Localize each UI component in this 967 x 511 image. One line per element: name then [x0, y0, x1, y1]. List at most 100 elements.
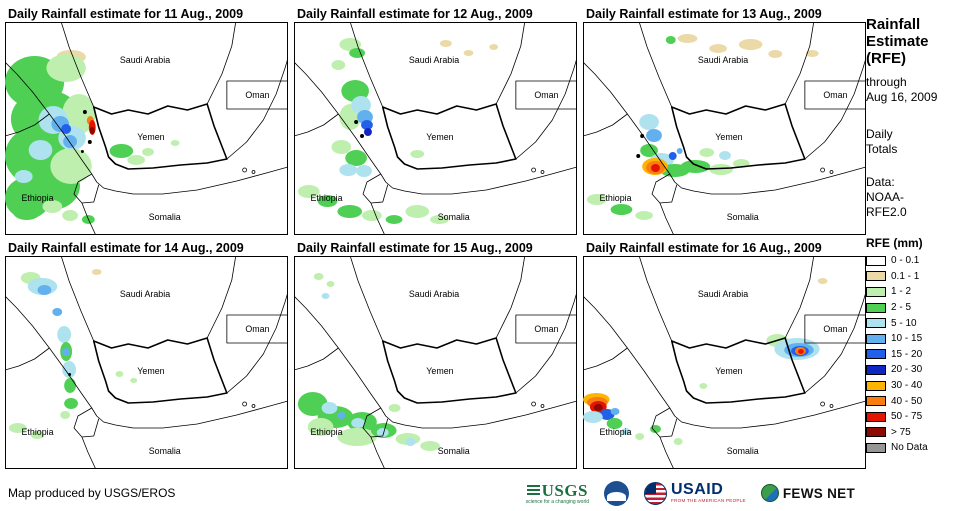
usgs-tagline: science for a changing world: [525, 498, 589, 505]
yemen-outline: [670, 103, 806, 170]
country-label: Oman: [534, 324, 558, 334]
country-label: Oman: [245, 90, 269, 100]
ethiopia-somalia-border: [370, 436, 386, 469]
country-label: Saudi Arabia: [120, 55, 170, 65]
map-canvas: Saudi Arabia Oman Yemen Ethiopia Somalia: [583, 256, 866, 469]
sidebar-through: through Aug 16, 2009: [866, 75, 964, 105]
rainfall-blob: [109, 144, 134, 158]
legend-swatch: [866, 411, 886, 422]
eritrea-border: [583, 347, 628, 371]
yemen-outline: [381, 337, 517, 404]
legend-label: 10 - 15: [891, 333, 923, 345]
rainfall-blob: [52, 308, 63, 316]
usgs-waves-icon: [526, 484, 540, 496]
yemen-outline: [670, 337, 806, 404]
rainfall-blob: [719, 151, 731, 160]
rainfall-blob: [326, 281, 335, 287]
rainfall-blob: [351, 96, 371, 114]
usaid-shield-icon: [644, 481, 667, 505]
rain-layer: [586, 34, 819, 220]
rainfall-blob: [364, 128, 372, 136]
legend-label: 1 - 2: [891, 286, 912, 298]
rainfall-blob: [130, 378, 138, 383]
legend-row: No Data: [866, 440, 964, 456]
rainfall-blob: [50, 148, 92, 184]
country-label: Yemen: [426, 132, 453, 142]
sidebar-totals: Daily Totals: [866, 127, 964, 157]
country-label: Somalia: [438, 446, 470, 456]
rainfall-blob: [12, 204, 41, 220]
legend-swatch: [866, 349, 886, 360]
rainfall-blob: [115, 371, 124, 377]
legend-label: No Data: [891, 442, 928, 454]
rainfall-blob: [635, 211, 654, 220]
map-canvas: Saudi Arabia Oman Yemen Ethiopia Somalia: [5, 256, 288, 469]
panel-title: Daily Rainfall estimate for 13 Aug., 200…: [586, 7, 822, 21]
country-label: Ethiopia: [600, 193, 632, 203]
country-label: Somalia: [727, 212, 759, 222]
rainfall-blob: [356, 165, 372, 177]
rainfall-blob: [307, 418, 334, 436]
rainfall-blob: [87, 140, 92, 144]
rainfall-panel: Daily Rainfall estimate for 15 Aug., 200…: [294, 240, 577, 469]
oman-label-box: [226, 80, 288, 110]
legend-row: 10 - 15: [866, 331, 964, 347]
saudi-oman-border: [495, 256, 526, 339]
oman-label-box: [226, 314, 288, 344]
rainfall-blob: [405, 438, 416, 446]
country-label: Yemen: [137, 132, 164, 142]
legend-label: 0.1 - 1: [891, 270, 920, 282]
rainfall-blob: [420, 441, 440, 451]
rainfall-blob: [677, 34, 698, 43]
island: [242, 167, 247, 173]
rainfall-blob: [37, 285, 52, 295]
rainfall-blob: [360, 134, 365, 138]
rainfall-blob: [337, 205, 363, 218]
rainfall-blob: [8, 423, 27, 433]
country-label: Ethiopia: [600, 427, 632, 437]
oman-label-box: [515, 314, 577, 344]
rainfall-blob: [385, 215, 403, 224]
african-coastline: [294, 61, 577, 195]
ethiopia-somalia-border: [81, 436, 97, 469]
rainfall-blob: [142, 148, 154, 156]
rainfall-blob: [673, 438, 683, 445]
legend-row: 2 - 5: [866, 300, 964, 316]
rainfall-blob: [317, 195, 338, 207]
rain-layer: [5, 50, 180, 224]
sidebar-data-source: Data: NOAA- RFE2.0: [866, 175, 964, 220]
rainfall-blob: [439, 40, 452, 47]
sidebar-through-line: through: [866, 75, 907, 89]
rainfall-blob: [680, 160, 711, 173]
legend-swatch: [866, 333, 886, 344]
rainfall-blob: [610, 204, 633, 215]
rainfall-blob: [127, 155, 146, 165]
labels-layer: Saudi Arabia Oman Yemen Ethiopia Somalia: [311, 289, 559, 456]
logos-row: USGS science for a changing world USAID …: [526, 478, 855, 508]
rainfall-blob: [337, 412, 346, 419]
rainfall-blob: [610, 408, 620, 415]
rainfall-blob: [405, 205, 430, 218]
usgs-logo-text: USGS: [541, 480, 589, 500]
usaid-logo: USAID FROM THE AMERICAN PEOPLE: [644, 481, 746, 505]
labels-layer: Saudi Arabia Oman Yemen Ethiopia Somalia: [22, 289, 270, 456]
fewsnet-logo-text: FEWS NET: [782, 485, 855, 501]
rainfall-blob: [349, 48, 365, 58]
rainfall-blob: [42, 200, 63, 213]
eritrea-border: [583, 113, 628, 137]
rainfall-blob: [646, 129, 662, 142]
eritrea-border: [5, 347, 50, 371]
rainfall-blob: [297, 392, 328, 416]
country-label: Ethiopia: [22, 193, 54, 203]
sidebar: Rainfall Estimate (RFE) through Aug 16, …: [866, 16, 964, 456]
labels-layer: Saudi Arabia Oman Yemen Ethiopia Somalia: [22, 55, 270, 222]
rainfall-blob: [665, 36, 676, 44]
yemen-outline: [92, 103, 228, 170]
map-frame: [583, 256, 866, 469]
island: [820, 401, 825, 407]
rainfall-blob: [339, 164, 358, 176]
legend-title: RFE (mm): [866, 236, 923, 250]
island: [531, 167, 536, 173]
labels-layer: Saudi Arabia Oman Yemen Ethiopia Somalia: [600, 55, 848, 222]
sidebar-through-line: Aug 16, 2009: [866, 90, 938, 104]
